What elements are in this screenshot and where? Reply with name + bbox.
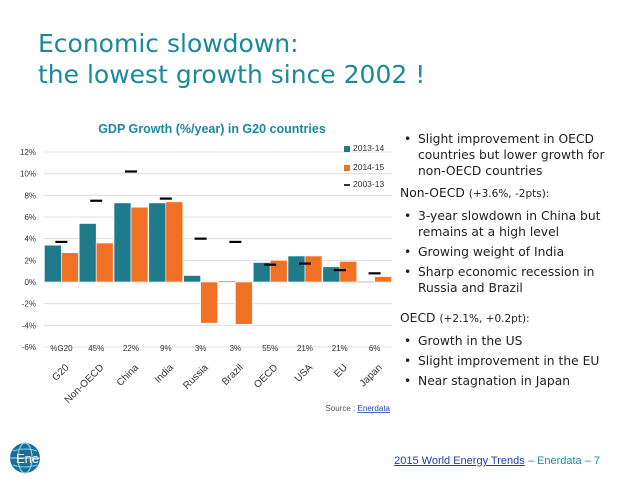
legend-label: 2014-15 <box>353 162 384 172</box>
y-tick-label: 6% <box>24 213 36 222</box>
intro-bullet: • Slight improvement in OECD countries b… <box>400 131 632 179</box>
oecd-item: • Near stagnation in Japan <box>400 373 632 389</box>
x-tick-label: Brazil <box>220 362 245 387</box>
bar-g20-2013-14 <box>44 244 62 283</box>
oecd-item-text: Growth in the US <box>418 334 523 348</box>
share-header: %G20 <box>50 344 73 353</box>
bar-usa-2014-15 <box>304 255 323 283</box>
bar-india-2014-15 <box>165 201 184 283</box>
footer-link[interactable]: 2015 World Energy Trends <box>394 455 525 467</box>
bullet-dot: • <box>404 354 412 368</box>
bar-japan-2014-15 <box>374 276 392 283</box>
y-tick-label: -6% <box>22 343 36 352</box>
oecd-heading: OECD (+2.1%, +0.2pt): <box>400 310 632 327</box>
x-tick-label: Japan <box>358 362 385 389</box>
y-tick-label: 0% <box>24 278 36 287</box>
share-value: 3% <box>195 344 207 353</box>
nonoecd-heading: Non-OECD (+3.6%, -2pts): <box>400 185 632 202</box>
oecd-item: • Growth in the US <box>400 333 632 349</box>
nonoecd-item: • Growing weight of India <box>400 244 632 260</box>
nonoecd-item-text: Sharp economic recession in Russia and B… <box>418 265 595 295</box>
oecd-item-text: Slight improvement in the EU <box>418 354 600 368</box>
share-value: 6% <box>369 344 381 353</box>
bar-china-2014-15 <box>130 206 149 283</box>
oecd-sub: (+2.1%, +0.2pt): <box>439 313 530 325</box>
share-value: 9% <box>160 344 172 353</box>
x-tick-label: EU <box>332 362 350 380</box>
logo-text: Enerdata <box>16 451 70 466</box>
nonoecd-sub: (+3.6%, -2pts): <box>468 188 550 200</box>
bullet-panel: • Slight improvement in OECD countries b… <box>400 131 632 393</box>
x-tick-label: India <box>153 362 176 385</box>
y-axis-labels: -6% -4% -2% 0% 2% 4% 6% 8% 10% 12% <box>20 148 36 352</box>
share-value: 55% <box>262 344 278 353</box>
oecd-item: • Slight improvement in the EU <box>400 353 632 369</box>
source-link[interactable]: Enerdata <box>358 404 391 413</box>
chart-title: GDP Growth (%/year) in G20 countries <box>98 122 326 136</box>
bullet-dot: • <box>404 209 412 223</box>
legend-swatch <box>344 146 350 152</box>
x-tick-label: China <box>115 362 142 389</box>
slide-title-line1: Economic slowdown: <box>38 29 299 58</box>
bar-russia-2013-14 <box>183 275 201 283</box>
oecd-head: OECD <box>400 311 436 325</box>
x-tick-label: USA <box>293 362 316 385</box>
y-tick-label: 8% <box>24 191 36 200</box>
oecd-item-text: Near stagnation in Japan <box>418 374 571 388</box>
bar-russia-2014-15 <box>200 281 218 324</box>
bar-g20-2014-15 <box>61 252 79 283</box>
share-value: 22% <box>123 344 139 353</box>
enerdata-logo: Enerdata <box>10 442 70 474</box>
bar-india-2013-14 <box>148 202 167 283</box>
nonoecd-item-text: Growing weight of India <box>418 245 565 259</box>
source-note: Source : Enerdata <box>326 404 391 413</box>
bullet-dot: • <box>404 245 412 259</box>
legend-swatch <box>344 165 350 171</box>
footer: 2015 World Energy Trends – Enerdata – 7 <box>394 455 600 467</box>
y-tick-label: -2% <box>22 300 36 309</box>
bar-china-2013-14 <box>113 202 132 283</box>
chart-bars <box>44 201 392 325</box>
bar-usa-2013-14 <box>287 255 306 283</box>
source-label: Source : <box>326 404 358 413</box>
bar-non-oecd-2014-15 <box>95 242 114 283</box>
x-tick-label: OECD <box>252 362 280 390</box>
share-value: 3% <box>230 344 242 353</box>
nonoecd-item: • Sharp economic recession in Russia and… <box>400 264 632 296</box>
x-tick-label: G20 <box>50 362 71 383</box>
chart-legend: 2013-14 2014-15 2003-13 <box>344 143 384 189</box>
bullet-dot: • <box>404 265 412 279</box>
legend-label: 2013-14 <box>353 143 384 153</box>
share-value: 21% <box>297 344 313 353</box>
bullet-dot: • <box>404 132 412 146</box>
nonoecd-item: • 3-year slowdown in China but remains a… <box>400 208 632 240</box>
enerdata-globe-icon <box>10 442 40 474</box>
chart-markers <box>55 170 381 275</box>
bar-brazil-2014-15 <box>235 281 253 325</box>
x-tick-label: Russia <box>181 362 211 392</box>
share-row: %G20 45% 22% 9% 3% 3% 55% 21% 21% 6% <box>50 344 380 353</box>
bar-brazil-2013-14 <box>218 280 236 283</box>
y-tick-label: 10% <box>20 170 36 179</box>
slide-title-line2: the lowest growth since 2002 ! <box>38 60 426 89</box>
y-tick-label: 4% <box>24 235 36 244</box>
nonoecd-head: Non-OECD <box>400 186 465 200</box>
gdp-growth-chart: GDP Growth (%/year) in G20 countries -6%… <box>20 122 392 413</box>
bar-non-oecd-2013-14 <box>78 223 97 283</box>
intro-text: Slight improvement in OECD countries but… <box>418 132 605 178</box>
share-value: 45% <box>88 344 104 353</box>
y-tick-label: 12% <box>20 148 36 157</box>
y-tick-label: -4% <box>22 321 36 330</box>
nonoecd-item-text: 3-year slowdown in China but remains at … <box>418 209 601 239</box>
y-tick-label: 2% <box>24 256 36 265</box>
slide-title: Economic slowdown: the lowest growth sin… <box>38 28 598 90</box>
bullet-dot: • <box>404 374 412 388</box>
bar-eu-2014-15 <box>339 261 358 283</box>
bullet-dot: • <box>404 334 412 348</box>
footer-text: – Enerdata – 7 <box>524 455 600 467</box>
share-value: 21% <box>332 344 348 353</box>
legend-label: 2003-13 <box>353 179 384 189</box>
